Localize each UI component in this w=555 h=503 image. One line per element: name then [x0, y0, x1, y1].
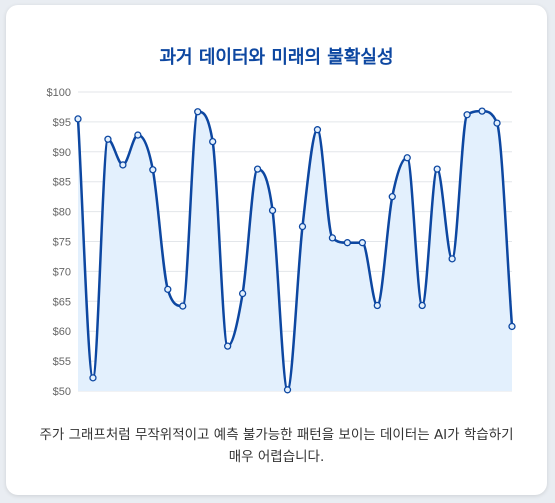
data-point — [388, 192, 396, 201]
data-point — [209, 137, 217, 146]
series-area — [78, 111, 512, 392]
y-tick-label: $50 — [53, 386, 71, 398]
data-point — [74, 115, 82, 123]
data-point — [119, 161, 127, 169]
data-point — [179, 302, 187, 310]
data-point — [298, 222, 307, 231]
data-point — [508, 322, 516, 331]
data-point — [448, 255, 456, 263]
y-tick-label: $90 — [53, 147, 71, 159]
y-tick-label: $65 — [53, 296, 71, 308]
y-tick-label: $95 — [53, 117, 71, 129]
data-point — [478, 107, 486, 115]
line-chart: $50 $55 $60 $65 $70 $75 $80 $85 $90 $95 $100 — [47, 87, 516, 398]
y-tick-label: $60 — [53, 326, 71, 338]
data-point — [418, 301, 426, 310]
data-point — [253, 165, 262, 173]
y-tick-label: $80 — [53, 207, 71, 219]
y-tick-label: $55 — [53, 356, 71, 368]
data-point — [463, 111, 471, 119]
data-point — [149, 166, 157, 174]
data-point — [358, 239, 366, 247]
y-tick-label: $70 — [53, 266, 71, 278]
data-point — [313, 126, 322, 134]
data-point — [493, 119, 501, 127]
data-point — [89, 374, 97, 382]
y-tick-label: $85 — [53, 177, 71, 189]
data-point — [104, 135, 112, 143]
data-point — [403, 154, 411, 162]
data-point — [268, 206, 277, 215]
data-point — [433, 165, 441, 173]
data-point — [194, 108, 202, 116]
data-point — [134, 131, 142, 139]
chart-card: 과거 데이터와 미래의 불확실성 $50 $55 $60 $65 $70 $75 $80 $8… — [6, 5, 547, 495]
data-point — [343, 239, 352, 247]
chart-caption: 주가 그래프처럼 무작위적이고 예측 불가능한 패턴을 보이는 데이터는 AI가… — [39, 427, 514, 465]
data-point — [164, 285, 172, 293]
data-point — [373, 301, 381, 310]
data-point — [283, 386, 292, 394]
data-point — [238, 289, 247, 298]
data-point — [328, 234, 337, 242]
y-tick-label: $100 — [47, 87, 71, 99]
data-point — [224, 342, 232, 350]
y-tick-label: $75 — [53, 237, 71, 249]
chart-title: 과거 데이터와 미래의 불확실성 — [159, 47, 394, 68]
